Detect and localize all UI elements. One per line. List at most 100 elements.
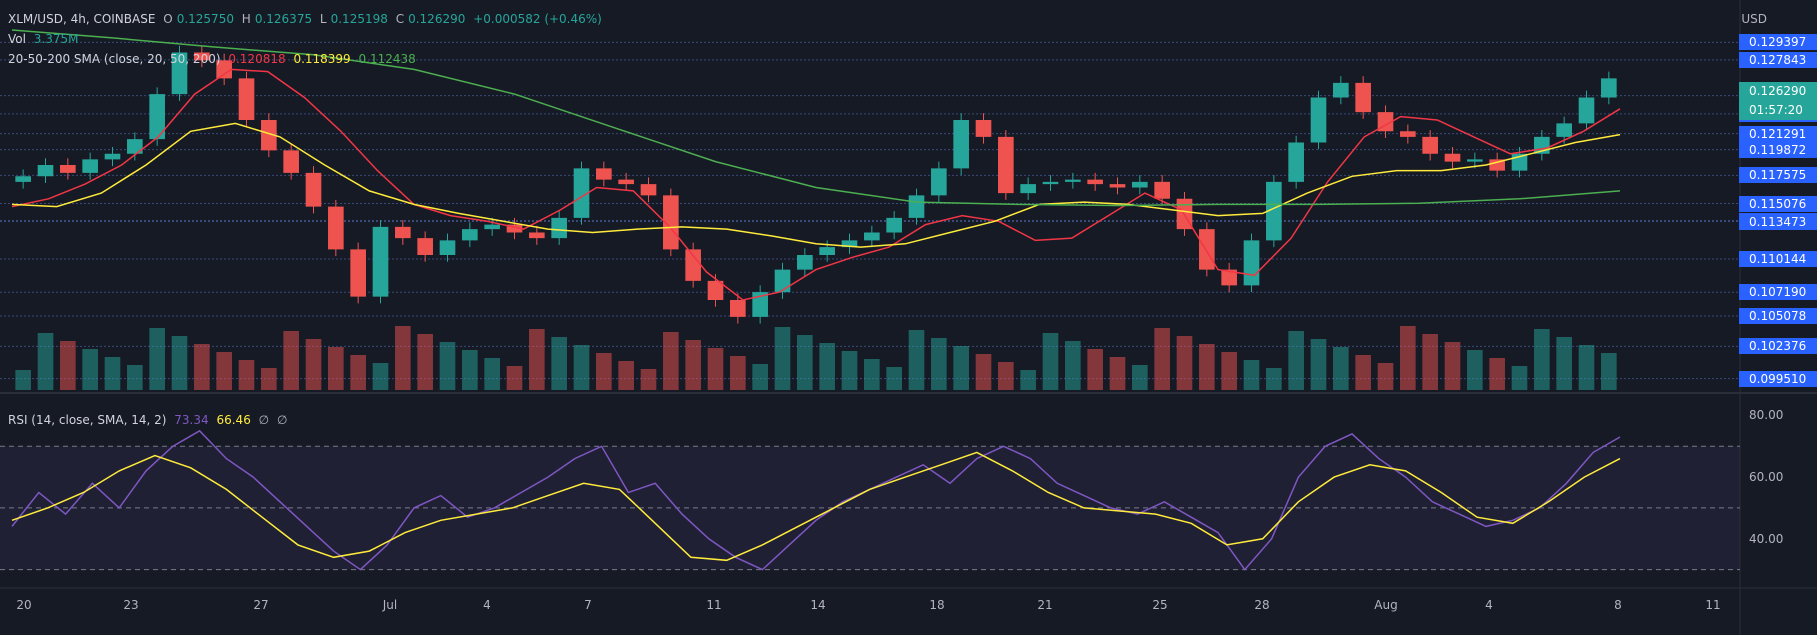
volume-bar (1578, 345, 1595, 390)
volume-bar (1221, 352, 1237, 390)
rsi-tick-label: 40.00 (1749, 531, 1784, 546)
candle-body (261, 120, 277, 151)
volume-bar (305, 339, 322, 390)
volume-bar (350, 355, 366, 390)
candle-body (171, 52, 188, 95)
volume-bar (707, 348, 724, 390)
candle-body (60, 165, 76, 173)
volume-bar (998, 362, 1014, 390)
sma50-line (11, 122, 1621, 248)
volume-bar (1556, 337, 1572, 390)
candle-body (953, 120, 969, 169)
candle-body (998, 136, 1014, 194)
volume-bar (797, 335, 813, 390)
candle-body (1601, 78, 1617, 98)
candle-body (484, 224, 500, 230)
open-label: O (163, 12, 173, 26)
candle-body (1154, 181, 1170, 199)
rsi-tick-label: 60.00 (1749, 470, 1784, 485)
sma200-value: 0.112438 (358, 52, 416, 66)
volume-bar (685, 340, 701, 390)
volume-bar (37, 333, 54, 390)
candle-body (707, 280, 724, 300)
volume-bar (1087, 349, 1103, 390)
time-tick-label: 8 (1614, 598, 1622, 612)
volume-bar (194, 344, 210, 390)
high-value: 0.126375 (254, 12, 313, 26)
volume-bar (484, 358, 500, 390)
candle-body (1556, 123, 1572, 137)
candle-body (1087, 179, 1103, 185)
time-tick-label: 21 (1037, 598, 1053, 612)
volume-value: 3.375M (33, 32, 79, 46)
volume-bar (618, 361, 634, 390)
candle-body (1422, 136, 1438, 154)
candle-body (797, 255, 813, 270)
rsi-extra2: ∅ (276, 413, 288, 427)
volume-bar (1154, 328, 1170, 390)
price-tick-label: 0.115076 (1739, 195, 1817, 212)
low-label: L (319, 12, 327, 26)
candle-body (819, 247, 835, 255)
candle-body (573, 168, 590, 218)
volume-bar (752, 364, 768, 390)
rsi-tick-label: 80.00 (1749, 408, 1784, 423)
open-value: 0.125750 (176, 12, 234, 26)
volume-bar (1377, 363, 1394, 390)
volume-bar (640, 369, 657, 390)
volume-bar (774, 327, 791, 390)
sma50-value: 0.118399 (293, 52, 351, 66)
candle-body (841, 240, 858, 248)
volume-bar (1020, 370, 1036, 390)
price-tick-label: 0.113473 (1739, 213, 1817, 230)
time-tick-label: 23 (123, 598, 139, 612)
price-tick-label: 0.099510 (1739, 370, 1817, 387)
time-tick-label: 14 (810, 598, 826, 612)
candle-body (1489, 159, 1505, 171)
volume-bar (908, 330, 925, 390)
volume-bar (149, 328, 165, 390)
symbol-label: XLM/USD, 4h, COINBASE (8, 12, 156, 26)
price-tick-label: 0.117575 (1739, 167, 1817, 184)
price-tick-label: 0.119872 (1739, 141, 1817, 158)
sma-label: 20-50-200 SMA (close, 20, 50, 200) (8, 52, 221, 66)
candle-body (104, 153, 121, 160)
currency-label: USD (1741, 12, 1767, 26)
volume-bar (1266, 368, 1282, 390)
sma20-value: 0.120818 (228, 52, 286, 66)
candle-body (1333, 82, 1349, 98)
volume-bar (1310, 339, 1327, 390)
volume-bar (1042, 333, 1059, 390)
volume-bar (328, 347, 344, 390)
volume-bar (1400, 326, 1416, 390)
change-value: +0.000582 (+0.46%) (473, 12, 602, 26)
candle-body (618, 179, 634, 185)
candle-body (685, 249, 701, 281)
volume-bar (506, 366, 523, 390)
volume-bar (1601, 353, 1617, 390)
volume-bar (1467, 350, 1483, 390)
candle-body (1109, 184, 1126, 188)
volume-bar (819, 343, 835, 390)
candle-body (82, 159, 98, 173)
candle-body (372, 226, 389, 297)
time-tick-label: 18 (929, 598, 945, 612)
candle-body (1042, 181, 1059, 185)
time-tick-label: 11 (1705, 598, 1721, 612)
sma200-line (11, 29, 1621, 207)
candle-body (37, 165, 54, 177)
current-price-label: 0.126290 01:57:20 (1739, 82, 1817, 120)
rsi-extra1: ∅ (258, 413, 270, 427)
volume-legend: Vol 3.375M (8, 32, 83, 46)
candle-body (1467, 159, 1483, 162)
candle-body (1310, 97, 1327, 143)
candle-body (1400, 131, 1416, 137)
volume-bar (1534, 329, 1550, 390)
rsi-label: RSI (14, close, SMA, 14, 2) (8, 413, 167, 427)
volume-bar (1511, 366, 1528, 390)
volume-bar (1444, 342, 1461, 390)
volume-bar (1355, 355, 1371, 390)
candle-body (439, 240, 456, 255)
